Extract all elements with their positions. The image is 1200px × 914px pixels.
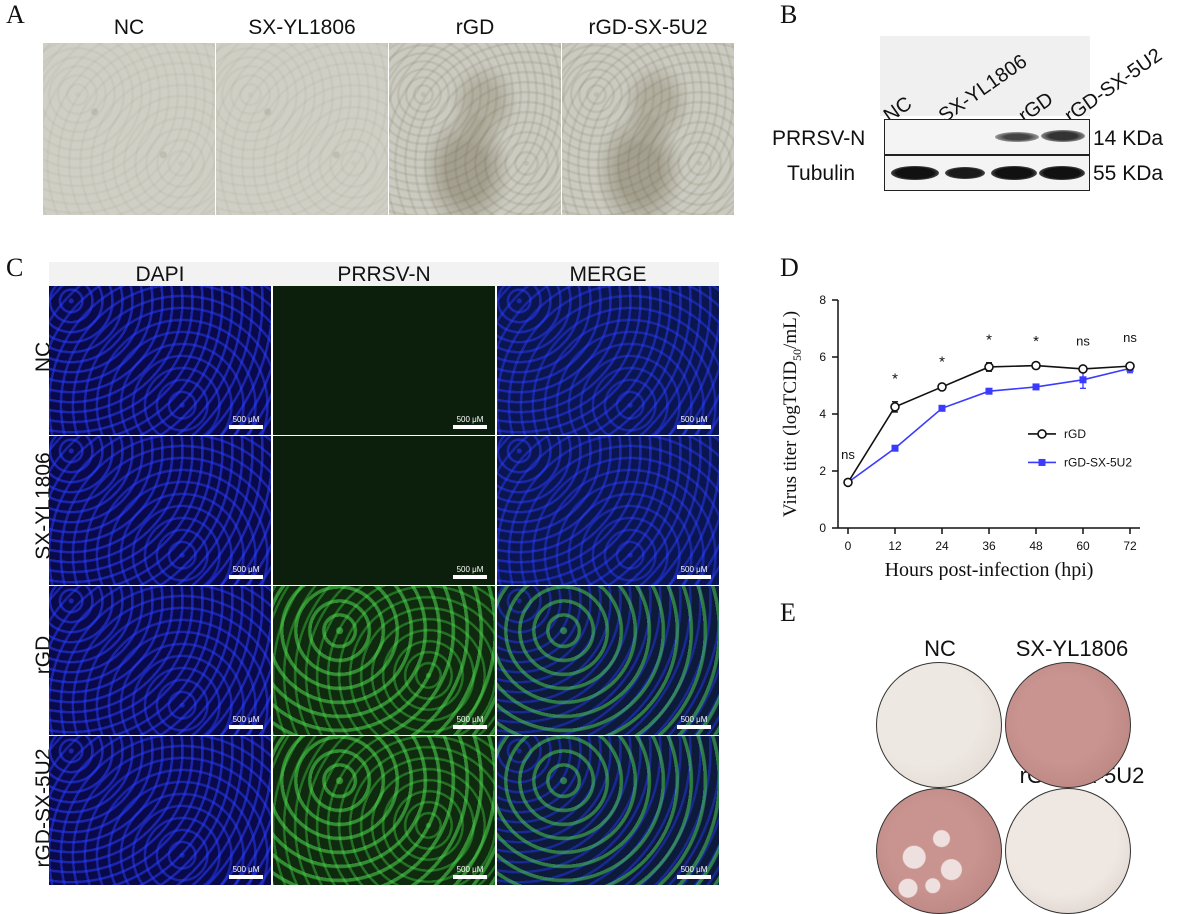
- fluor-sx-dapi: 500 μM: [49, 436, 271, 585]
- significance-label: *: [1033, 333, 1039, 350]
- panel-a-label-sx: SX-YL1806: [248, 16, 356, 39]
- significance-label: ns: [1076, 333, 1090, 348]
- x-tick-label: 12: [888, 539, 902, 553]
- fluor-sx-prrsv: 500 μM: [273, 436, 495, 585]
- scale-bar: 500 μM: [229, 565, 263, 579]
- panel-c-col-merge: MERGE: [569, 263, 647, 286]
- legend-label-rgd: rGD: [1064, 427, 1086, 441]
- brightfield-image-rgd5u2: [562, 43, 734, 215]
- x-tick-label: 72: [1123, 539, 1137, 553]
- blot-header-bg: [880, 36, 1090, 116]
- fluor-rgd5u2-dapi: 500 μM: [49, 736, 271, 885]
- data-point: [1031, 360, 1041, 371]
- plaque-plate-nc: [876, 662, 1002, 788]
- panel-d-letter: D: [780, 253, 799, 282]
- significance-label: *: [986, 332, 992, 349]
- plaque-plate-rgd5u2: [1005, 788, 1131, 914]
- significance-label: ns: [841, 447, 855, 462]
- x-tick-label: 60: [1076, 539, 1090, 553]
- panel-a-label-rgd: rGD: [455, 16, 495, 39]
- blot-prrsv-n-strip: [884, 119, 1090, 155]
- blot-band-tubulin-rgd5u2: [1039, 166, 1085, 180]
- data-point: [1078, 364, 1088, 374]
- data-point: [843, 477, 853, 488]
- y-tick-label: 0: [819, 521, 826, 535]
- scale-bar: 500 μM: [453, 715, 487, 729]
- fluor-nc-dapi: 500 μM: [49, 286, 271, 435]
- blot-size-55kda: 55 KDa: [1093, 162, 1164, 185]
- y-axis-label: Virus titer (logTCID50/mL): [780, 311, 804, 517]
- x-tick-label: 0: [845, 539, 852, 553]
- blot-row-prrsv-n: PRRSV-N: [772, 127, 866, 150]
- data-point: [1079, 376, 1087, 384]
- fluor-nc-prrsv: 500 μM: [273, 286, 495, 435]
- significance-label: *: [939, 354, 945, 371]
- scale-bar: 500 μM: [453, 415, 487, 429]
- significance-label: *: [892, 371, 898, 388]
- panel-a-label-nc: NC: [113, 16, 145, 39]
- data-point: [984, 362, 994, 372]
- data-point: [937, 382, 947, 392]
- plaque-plate-sx: [1005, 662, 1131, 788]
- panel-a-letter: A: [6, 0, 25, 29]
- data-point: [938, 404, 946, 412]
- data-point: [891, 444, 899, 452]
- blot-band-tubulin-nc: [891, 166, 939, 180]
- blot-band-prrsv-rgd5u2: [1041, 130, 1085, 142]
- panel-c-letter: C: [6, 253, 24, 282]
- scale-bar: 500 μM: [677, 565, 711, 579]
- y-tick-label: 8: [819, 293, 826, 307]
- fluor-rgd-merge: 500 μM: [497, 586, 719, 735]
- blot-size-14kda: 14 KDa: [1093, 127, 1164, 150]
- blot-tubulin-strip: [884, 155, 1090, 191]
- brightfield-image-nc: [43, 43, 215, 215]
- brightfield-image-rgd: [389, 43, 561, 215]
- blot-band-tubulin-rgd: [991, 166, 1037, 180]
- fluor-rgd5u2-merge: 500 μM: [497, 736, 719, 885]
- panel-e-letter: E: [780, 598, 796, 627]
- fluor-nc-merge: 500 μM: [497, 286, 719, 435]
- plaque-plate-rgd: [876, 788, 1002, 914]
- data-point: [1032, 383, 1040, 391]
- scale-bar: 500 μM: [453, 565, 487, 579]
- data-point: [1125, 361, 1135, 371]
- panel-b-letter: B: [780, 0, 798, 29]
- legend-marker-rgd: [1037, 429, 1047, 439]
- legend-label-rgd-sx-5u2: rGD-SX-5U2: [1064, 455, 1132, 469]
- fluor-rgd-dapi: 500 μM: [49, 586, 271, 735]
- scale-bar: 500 μM: [229, 715, 263, 729]
- panel-c-col-prrsv-n: PRRSV-N: [337, 263, 431, 286]
- scale-bar: 500 μM: [229, 865, 263, 879]
- scale-bar: 500 μM: [453, 865, 487, 879]
- y-tick-label: 2: [819, 464, 826, 478]
- x-tick-label: 24: [935, 539, 949, 553]
- significance-label: ns: [1123, 330, 1137, 345]
- x-tick-label: 36: [982, 539, 996, 553]
- panel-c-col-dapi: DAPI: [135, 263, 185, 286]
- scale-bar: 500 μM: [677, 865, 711, 879]
- scale-bar: 500 μM: [677, 715, 711, 729]
- fluor-rgd5u2-prrsv: 500 μM: [273, 736, 495, 885]
- data-point: [985, 387, 993, 395]
- plate-label-sx: SX-YL1806: [1015, 636, 1129, 661]
- data-point: [890, 402, 900, 412]
- blot-row-tubulin: Tubulin: [787, 162, 856, 185]
- brightfield-image-sx: [216, 43, 388, 215]
- panel-a-label-rgd5u2: rGD-SX-5U2: [588, 16, 708, 39]
- y-tick-label: 4: [819, 407, 826, 421]
- fluor-sx-merge: 500 μM: [497, 436, 719, 585]
- blot-band-tubulin-sx: [945, 167, 985, 179]
- scale-bar: 500 μM: [677, 415, 711, 429]
- panel-c-header-bg: [49, 262, 719, 286]
- blot-band-prrsv-rgd: [995, 132, 1039, 142]
- x-axis-label: Hours post-infection (hpi): [885, 559, 1094, 580]
- y-tick-label: 6: [819, 350, 826, 364]
- legend-marker-rgd-sx-5u2: [1038, 458, 1046, 466]
- fluor-rgd-prrsv: 500 μM: [273, 586, 495, 735]
- x-tick-label: 48: [1029, 539, 1043, 553]
- plate-label-nc: NC: [924, 636, 956, 661]
- scale-bar: 500 μM: [229, 415, 263, 429]
